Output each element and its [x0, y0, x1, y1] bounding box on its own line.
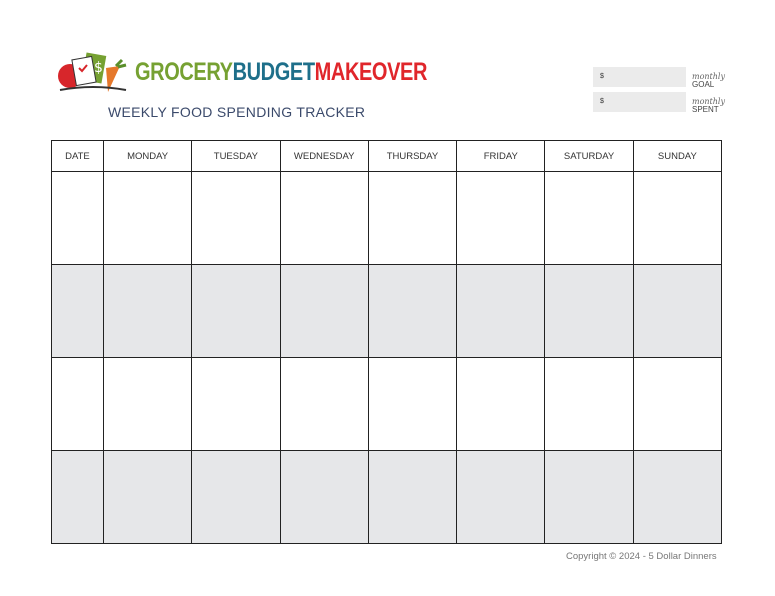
table-cell[interactable] [456, 450, 546, 544]
goal-script: monthly [692, 72, 725, 81]
table-cell[interactable] [102, 264, 193, 358]
col-date: DATE [51, 140, 104, 172]
table-cell[interactable] [367, 357, 458, 451]
header-row: DATE MONDAY TUESDAY WEDNESDAY THURSDAY F… [51, 140, 723, 172]
grocery-logo-icon: $ [58, 52, 127, 92]
table-row [51, 264, 723, 358]
col-thursday: THURSDAY [367, 140, 458, 172]
table-cell[interactable] [367, 264, 458, 358]
table-cell[interactable] [544, 450, 634, 544]
table-cell[interactable] [456, 357, 546, 451]
table-cell[interactable] [544, 171, 634, 265]
table-cell[interactable] [102, 357, 193, 451]
table-cell[interactable] [632, 357, 723, 451]
table-cell[interactable] [51, 171, 104, 265]
table-row [51, 171, 723, 265]
table-cell[interactable] [456, 264, 546, 358]
table-cell[interactable] [544, 357, 634, 451]
table-cell[interactable] [279, 171, 369, 265]
table-cell[interactable] [544, 264, 634, 358]
table-cell[interactable] [102, 450, 193, 544]
table-cell[interactable] [51, 264, 104, 358]
table-cell[interactable] [191, 171, 281, 265]
svg-text:$: $ [94, 60, 103, 76]
spent-label: monthly SPENT [692, 98, 725, 114]
table-cell[interactable] [367, 171, 458, 265]
table-cell[interactable] [632, 171, 723, 265]
table-row [51, 450, 723, 544]
col-friday: FRIDAY [456, 140, 546, 172]
brand-budget: BUDGET [232, 58, 315, 86]
brand-title: GROCERYBUDGETMAKEOVER [135, 58, 427, 87]
table-cell[interactable] [456, 171, 546, 265]
brand-grocery: GROCERY [135, 58, 233, 86]
table-cell[interactable] [191, 450, 281, 544]
table-cell[interactable] [632, 450, 723, 544]
brand-makeover: MAKEOVER [314, 58, 428, 86]
table-cell[interactable] [632, 264, 723, 358]
table-cell[interactable] [51, 357, 104, 451]
goal-label: monthly GOAL [692, 73, 725, 89]
table-cell[interactable] [279, 450, 369, 544]
table-cell[interactable] [51, 450, 104, 544]
spent-text: SPENT [692, 105, 719, 114]
col-wednesday: WEDNESDAY [279, 140, 369, 172]
copyright: Copyright © 2024 - 5 Dollar Dinners [566, 551, 717, 562]
monthly-spent-field[interactable]: $ [593, 92, 686, 112]
goal-text: GOAL [692, 80, 715, 89]
table-cell[interactable] [367, 450, 458, 544]
table-cell[interactable] [279, 357, 369, 451]
table-row [51, 357, 723, 451]
table-cell[interactable] [191, 357, 281, 451]
page-subtitle: WEEKLY FOOD SPENDING TRACKER [108, 104, 366, 120]
col-tuesday: TUESDAY [191, 140, 281, 172]
monthly-goal-field[interactable]: $ [593, 67, 686, 87]
col-sunday: SUNDAY [632, 140, 723, 172]
col-monday: MONDAY [102, 140, 193, 172]
col-saturday: SATURDAY [544, 140, 634, 172]
table-cell[interactable] [102, 171, 193, 265]
table-cell[interactable] [279, 264, 369, 358]
table-cell[interactable] [191, 264, 281, 358]
spent-script: monthly [692, 97, 725, 106]
spending-table: DATE MONDAY TUESDAY WEDNESDAY THURSDAY F… [51, 140, 723, 544]
